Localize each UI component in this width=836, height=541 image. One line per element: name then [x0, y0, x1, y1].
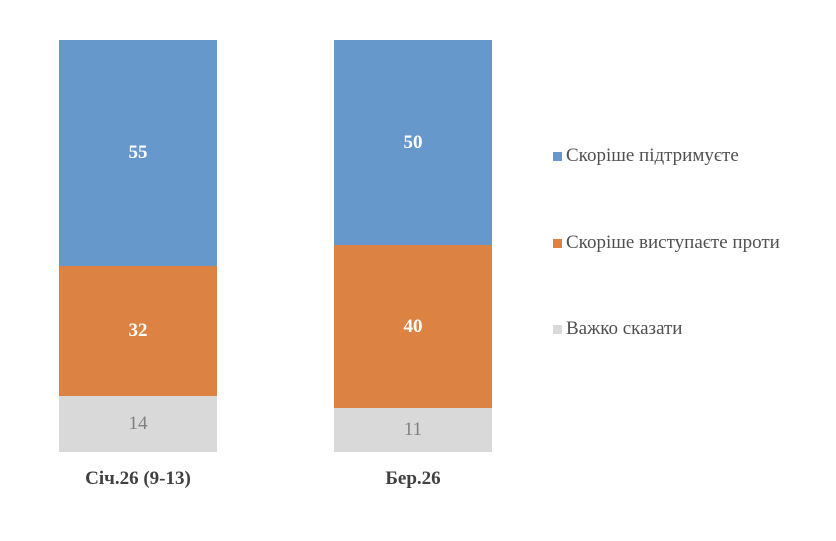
legend-label: Скоріше виступаєте проти: [566, 232, 780, 253]
bar-jan26: 55 32 14: [59, 40, 217, 452]
legend-item-hard-to-say: Важко сказати: [553, 318, 682, 340]
x-axis-label: Бер.26: [385, 468, 441, 489]
data-label: 55: [128, 142, 148, 163]
segment-hard-to-say: 14: [59, 396, 217, 452]
segment-hard-to-say: 11: [334, 408, 492, 452]
legend-swatch-gray-icon: [553, 324, 562, 334]
legend-label: Скоріше підтримуєте: [566, 145, 739, 166]
data-label: 50: [403, 131, 423, 153]
x-axis-label: Січ.26 (9-13): [85, 468, 191, 489]
data-label: 14: [128, 413, 148, 434]
legend-item-oppose: Скоріше виступаєте проти: [553, 232, 780, 254]
segment-support: 50: [334, 40, 492, 245]
segment-oppose: 40: [334, 245, 492, 408]
legend-label: Важко сказати: [566, 318, 683, 339]
bar-mar26: 50 40 11: [334, 40, 492, 452]
data-label: 11: [403, 419, 423, 440]
legend-swatch-blue-icon: [553, 151, 562, 161]
segment-support: 55: [59, 40, 217, 266]
segment-oppose: 32: [59, 266, 217, 396]
data-label: 32: [128, 320, 148, 341]
legend-item-support: Скоріше підтримуєте: [553, 145, 739, 167]
data-label: 40: [403, 315, 423, 337]
legend-swatch-orange-icon: [553, 238, 562, 248]
